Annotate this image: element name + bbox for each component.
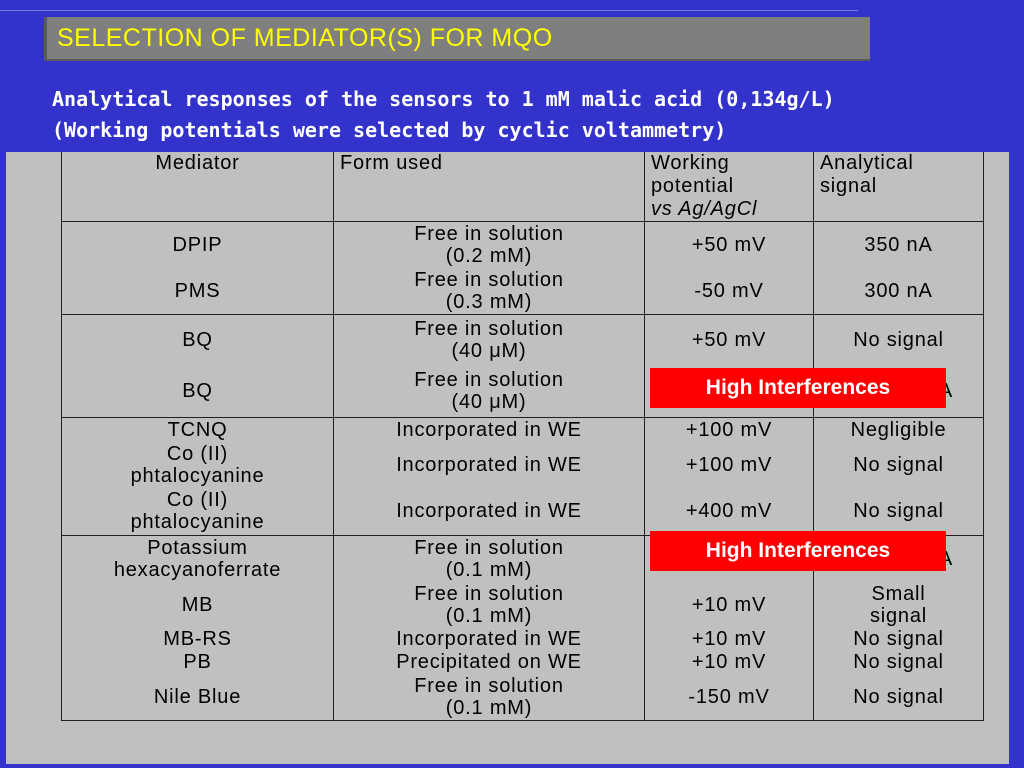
cell-form: Free in solution (0.1 mM) xyxy=(333,673,645,721)
cell-mediator-line2: phtalocyanine xyxy=(130,511,265,534)
cell-form-line1: Free in solution xyxy=(414,582,564,605)
subtitle: Analytical responses of the sensors to 1… xyxy=(52,84,835,146)
table-row: BQ Free in solution (40 μM) +50 mV No si… xyxy=(61,314,984,365)
cell-form: Free in solution (0.2 mM) xyxy=(333,221,645,269)
cell-potential: -150 mV xyxy=(644,673,814,721)
cell-signal: No signal xyxy=(813,441,984,488)
cell-form: Free in solution (40 μM) xyxy=(333,314,645,365)
cell-form-line1: Free in solution xyxy=(414,223,564,246)
header-form: Form used xyxy=(333,152,645,222)
subtitle-line-2: (Working potentials were selected by cyc… xyxy=(52,118,727,142)
cell-mediator: BQ xyxy=(61,364,334,418)
cell-mediator-line1: Potassium xyxy=(147,536,248,559)
cell-mediator: BQ xyxy=(61,314,334,365)
cell-potential: +100 mV xyxy=(644,441,814,488)
interference-badge-bq: High Interferences xyxy=(650,368,946,408)
cell-potential: +50 mV xyxy=(644,314,814,365)
cell-potential: +100 mV xyxy=(644,417,814,442)
cell-mediator-line1: Co (II) xyxy=(166,442,229,465)
cell-form: Free in solution (0.1 mM) xyxy=(333,581,645,628)
table-row: Nile Blue Free in solution (0.1 mM) -150… xyxy=(61,673,984,721)
cell-mediator-line2: phtalocyanine xyxy=(130,464,265,487)
header-signal-line2: signal xyxy=(820,175,878,197)
table-header-row: Mediator Form used Working potential vs … xyxy=(61,152,984,222)
cell-potential: +10 mV xyxy=(644,627,814,651)
header-signal-line1: Analytical xyxy=(820,152,914,174)
cell-form-line1: Free in solution xyxy=(414,368,564,391)
cell-signal: No signal xyxy=(813,650,984,674)
table-panel: Mediator Form used Working potential vs … xyxy=(6,152,1009,764)
subtitle-line-1: Analytical responses of the sensors to 1… xyxy=(52,87,835,111)
cell-mediator: Potassium hexacyanoferrate xyxy=(61,535,334,582)
cell-signal-line1: Small xyxy=(871,582,926,605)
table-row: MB-RS Incorporated in WE +10 mV No signa… xyxy=(61,627,984,651)
table-row: PMS Free in solution (0.3 mM) -50 mV 300… xyxy=(61,268,984,315)
table-row: MB Free in solution (0.1 mM) +10 mV Smal… xyxy=(61,581,984,628)
cell-potential: -50 mV xyxy=(644,268,814,315)
cell-signal: No signal xyxy=(813,314,984,365)
table-row: DPIP Free in solution (0.2 mM) +50 mV 35… xyxy=(61,221,984,269)
cell-form-line2: (0.1 mM) xyxy=(445,604,533,627)
cell-mediator: PMS xyxy=(61,268,334,315)
cell-signal: 350 nA xyxy=(813,221,984,269)
cell-signal: Negligible xyxy=(813,417,984,442)
cell-mediator: Nile Blue xyxy=(61,673,334,721)
header-mediator: Mediator xyxy=(61,152,334,222)
cell-form-line2: (0.2 mM) xyxy=(445,245,533,268)
cell-form-line1: Free in solution xyxy=(414,536,564,559)
cell-mediator: DPIP xyxy=(61,221,334,269)
cell-potential: +400 mV xyxy=(644,487,814,536)
cell-signal-line2: signal xyxy=(869,604,928,627)
header-potential-line3: vs Ag/AgCl xyxy=(651,198,758,220)
cell-signal: No signal xyxy=(813,673,984,721)
cell-form: Incorporated in WE xyxy=(333,487,645,536)
cell-mediator: PB xyxy=(61,650,334,674)
cell-mediator: MB-RS xyxy=(61,627,334,651)
cell-form-line2: (0.1 mM) xyxy=(445,558,533,581)
top-rule xyxy=(0,10,858,11)
cell-form: Incorporated in WE xyxy=(333,441,645,488)
cell-mediator: Co (II) phtalocyanine xyxy=(61,441,334,488)
table-row: Co (II) phtalocyanine Incorporated in WE… xyxy=(61,441,984,488)
cell-form: Incorporated in WE xyxy=(333,417,645,442)
cell-potential: +10 mV xyxy=(644,650,814,674)
cell-form: Free in solution (0.1 mM) xyxy=(333,535,645,582)
header-signal: Analytical signal xyxy=(813,152,984,222)
cell-signal: No signal xyxy=(813,487,984,536)
cell-form-line1: Free in solution xyxy=(414,674,564,697)
table-row: Co (II) phtalocyanine Incorporated in WE… xyxy=(61,487,984,536)
cell-potential: +50 mV xyxy=(644,221,814,269)
cell-signal: No signal xyxy=(813,627,984,651)
slide-title: SELECTION OF MEDIATOR(S) FOR MQO xyxy=(57,24,553,52)
cell-form: Precipitated on WE xyxy=(333,650,645,674)
cell-mediator: Co (II) phtalocyanine xyxy=(61,487,334,536)
cell-signal: Small signal xyxy=(813,581,984,628)
cell-form-line2: (40 μM) xyxy=(451,339,527,362)
cell-form: Incorporated in WE xyxy=(333,627,645,651)
cell-mediator-line1: Co (II) xyxy=(166,489,229,512)
table-row: TCNQ Incorporated in WE +100 mV Negligib… xyxy=(61,417,984,442)
header-potential-line1: Working xyxy=(651,152,730,174)
interference-badge-potassium: High Interferences xyxy=(650,531,946,571)
cell-mediator: MB xyxy=(61,581,334,628)
cell-form-line2: (0.1 mM) xyxy=(445,696,533,719)
cell-form-line2: (0.3 mM) xyxy=(445,291,533,314)
cell-form: Free in solution (0.3 mM) xyxy=(333,268,645,315)
cell-form-line1: Free in solution xyxy=(414,317,564,340)
title-box: SELECTION OF MEDIATOR(S) FOR MQO xyxy=(44,17,870,61)
cell-potential: +10 mV xyxy=(644,581,814,628)
table-row: PB Precipitated on WE +10 mV No signal xyxy=(61,650,984,674)
cell-form-line2: (40 μM) xyxy=(451,390,527,413)
mediator-table: Mediator Form used Working potential vs … xyxy=(61,152,984,721)
header-potential-line2: potential xyxy=(651,175,734,197)
cell-signal: 300 nA xyxy=(813,268,984,315)
cell-form: Free in solution (40 μM) xyxy=(333,364,645,418)
cell-mediator-line2: hexacyanoferrate xyxy=(113,558,282,581)
cell-mediator: TCNQ xyxy=(61,417,334,442)
cell-form-line1: Free in solution xyxy=(414,269,564,292)
header-potential: Working potential vs Ag/AgCl xyxy=(644,152,814,222)
